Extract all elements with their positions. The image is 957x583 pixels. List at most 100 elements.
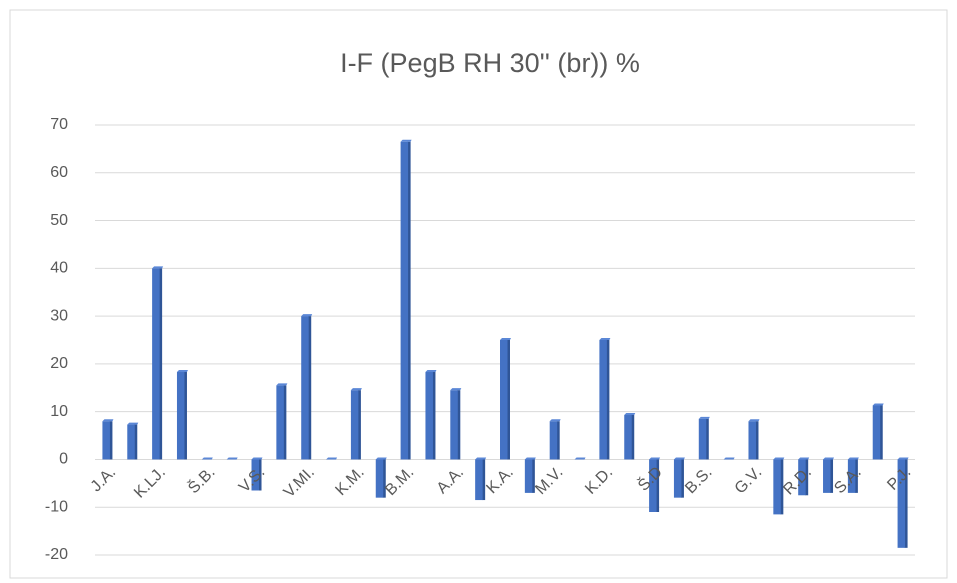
y-tick-label: -20 [45, 546, 68, 563]
bar [301, 316, 309, 460]
bar-top [897, 457, 909, 460]
bar [375, 459, 384, 498]
bar-side [159, 268, 163, 460]
bar [102, 421, 110, 460]
bar [524, 459, 533, 493]
bar-side [705, 418, 709, 460]
bar [152, 268, 160, 460]
bar [251, 459, 260, 491]
bar-top [748, 419, 760, 422]
bar-top [723, 457, 735, 460]
bar-side [109, 421, 113, 460]
bar [425, 372, 433, 460]
bar-top [773, 457, 785, 460]
bar-top [425, 370, 437, 373]
bar-top [624, 413, 636, 416]
bar-top [524, 457, 536, 460]
bar-top [226, 457, 238, 460]
bar [599, 340, 607, 460]
bar-top [152, 266, 164, 269]
bar-top [102, 419, 114, 422]
bar [549, 421, 558, 460]
bar-top [276, 383, 288, 386]
bar-side [805, 459, 809, 496]
bar [897, 459, 906, 548]
bar-top [400, 139, 412, 142]
y-tick-label: 70 [50, 116, 68, 133]
bar-side [680, 459, 684, 498]
bar [276, 385, 284, 460]
y-tick-label: -10 [45, 498, 68, 515]
bar-top [176, 370, 188, 373]
bar-side [134, 424, 138, 460]
bar-top [649, 457, 661, 460]
bar-top [574, 457, 586, 460]
bar-top [301, 314, 313, 317]
bar-top [673, 457, 685, 460]
bar [400, 141, 409, 460]
bar-top [823, 457, 835, 460]
bar-side [904, 459, 908, 548]
bar-side [755, 421, 759, 460]
chart-title: I-F (PegB RH 30'' (br)) % [340, 48, 640, 78]
bar [673, 459, 682, 498]
bar [872, 405, 881, 460]
bar-side [283, 385, 287, 460]
bar [823, 459, 831, 493]
bar [475, 459, 483, 501]
bar-top [127, 422, 139, 425]
bar-top [698, 416, 710, 419]
bar [624, 415, 632, 460]
y-tick-label: 20 [50, 355, 68, 372]
bar [847, 459, 856, 493]
bar-top [201, 457, 213, 460]
bar-side [382, 459, 386, 498]
bar [649, 459, 657, 512]
bar-side [879, 405, 883, 460]
y-tick-label: 10 [50, 403, 68, 420]
bar [773, 459, 781, 515]
bar [798, 459, 806, 496]
bar-top [251, 457, 263, 460]
bar-top [599, 338, 611, 340]
bar-top [872, 403, 884, 406]
bar-top [549, 419, 561, 422]
bar [127, 424, 135, 460]
bar-top [475, 457, 487, 460]
y-tick-label: 60 [50, 164, 68, 181]
bar [748, 421, 756, 460]
bar-side [357, 390, 361, 460]
bar-side [780, 459, 784, 515]
bar-top [350, 388, 362, 391]
bar-side [407, 141, 411, 460]
bar-top [500, 338, 511, 340]
bar-side [308, 316, 312, 460]
bar-side [830, 459, 834, 493]
bar-side [507, 340, 510, 460]
bar-side [258, 459, 262, 491]
bar-side [606, 340, 610, 460]
bar-side [457, 390, 461, 460]
bar-top [847, 457, 859, 460]
bar-top [326, 457, 338, 460]
bar [698, 418, 707, 460]
bar-top [798, 457, 810, 460]
bar-side [656, 459, 660, 512]
y-tick-label: 50 [50, 212, 68, 229]
bar-top [375, 457, 387, 460]
bar-side [556, 421, 560, 460]
bar-side [854, 459, 858, 493]
bar-side [631, 415, 635, 460]
bar [500, 340, 508, 460]
bar [176, 372, 185, 460]
bar-side [432, 372, 436, 460]
y-tick-label: 0 [59, 451, 68, 468]
bar-side [482, 459, 486, 501]
bar [350, 390, 359, 460]
y-tick-label: 40 [50, 260, 68, 277]
y-tick-label: 30 [50, 307, 68, 324]
bar-side [531, 459, 535, 493]
bar-top [450, 388, 462, 391]
